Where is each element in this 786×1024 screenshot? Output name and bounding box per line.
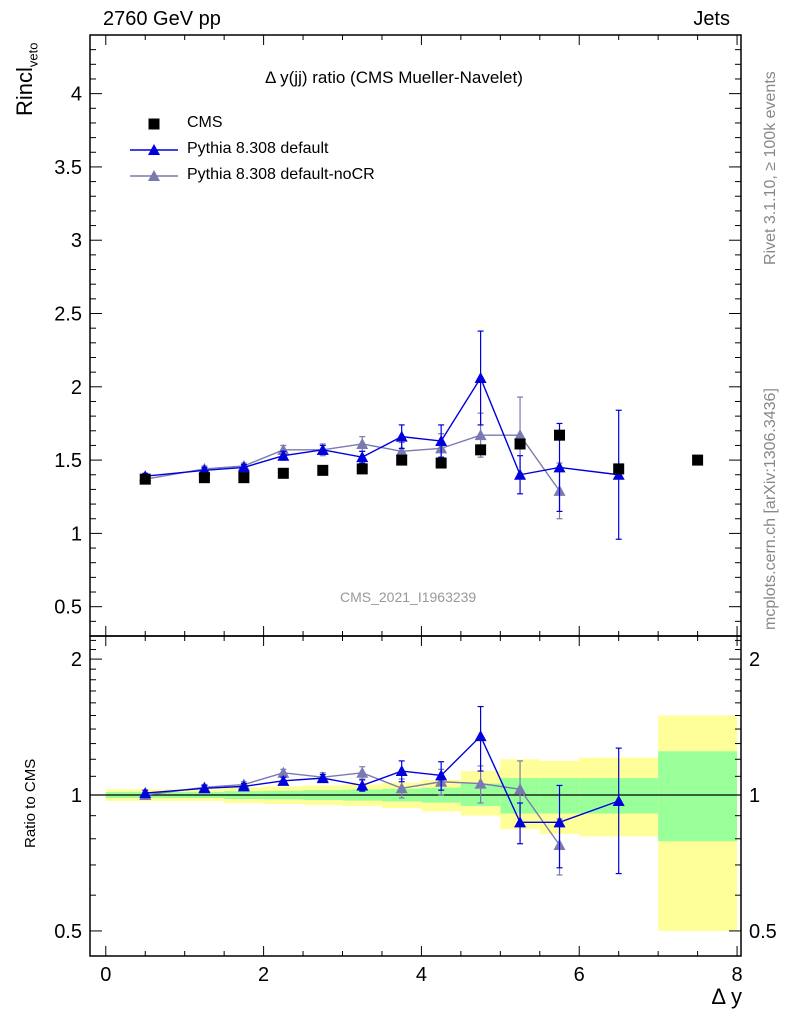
ratio-default-point [474, 730, 487, 742]
y-tick-label: 0.5 [54, 597, 82, 619]
cms-point [475, 444, 487, 456]
y-axis-label-ratio: Ratio to CMS [22, 758, 39, 848]
ratio-nocr-point [356, 766, 369, 778]
cms-point [356, 463, 368, 475]
cms-point [435, 457, 447, 469]
x-axis-label: Δ y [711, 984, 742, 1009]
y-tick-label: 2.5 [54, 304, 82, 326]
nocr-point [356, 437, 369, 449]
default-point [316, 443, 329, 455]
cms-point [613, 463, 625, 475]
ratio-y-tick-label: 2 [71, 649, 82, 671]
ratio-y-tick-label-right: 1 [749, 785, 760, 807]
legend-label-cms: CMS [187, 114, 223, 131]
ratio-nocr-point [474, 777, 487, 789]
y-axis-label-main-text: Rincl [12, 67, 37, 116]
x-tick-label: 6 [574, 964, 585, 986]
x-tick-label: 4 [416, 964, 427, 986]
cms-point [692, 454, 704, 466]
default-point [237, 461, 250, 473]
cms-point [317, 464, 329, 476]
default-point [277, 449, 290, 461]
nocr-point [474, 429, 487, 441]
legend-marker-default [148, 144, 160, 155]
legend-label-nocr: Pythia 8.308 default-noCR [187, 166, 375, 183]
plot-frames [89, 34, 742, 957]
cms-point [514, 438, 526, 450]
y-tick-label: 2 [71, 377, 82, 399]
collision-label: 2760 GeV pp [103, 8, 221, 30]
rivet-version-label: Rivet 3.1.10, ≥ 100k events [762, 71, 779, 265]
band-inner [658, 751, 738, 842]
default-point [395, 430, 408, 442]
analysis-watermark: CMS_2021_I1963239 [340, 589, 477, 605]
y-tick-label: 1.5 [54, 450, 82, 472]
y-tick-label: 1 [71, 523, 82, 545]
y-tick-label: 3.5 [54, 157, 82, 179]
cms-point [238, 472, 250, 484]
x-tick-label: 8 [731, 964, 742, 986]
nocr-point [277, 443, 290, 455]
default-point [435, 435, 448, 447]
legend-marker-cms [148, 118, 160, 130]
y-axis-label-main: Rinclveto [12, 43, 40, 116]
nocr-point [395, 445, 408, 457]
legend-markers [130, 118, 178, 181]
ratio-default-point [435, 769, 448, 781]
default-point [514, 468, 527, 480]
x-tick-label: 0 [100, 964, 111, 986]
x-tick-label: 2 [258, 964, 269, 986]
ratio-default-point [514, 816, 527, 828]
y-axis-label-main-subscript: veto [25, 42, 41, 68]
ratio-nocr-point [277, 766, 290, 778]
default-point [356, 451, 369, 463]
series-layer [139, 330, 704, 876]
ratio-default-point [395, 765, 408, 777]
ratio-nocr-point [514, 783, 527, 795]
cms-point [198, 472, 210, 484]
ratio-default-point [139, 787, 152, 799]
ratio-default-point [356, 779, 369, 791]
ratio-default-point [277, 774, 290, 786]
plot-title: Δ y(jj) ratio (CMS Mueller-Navelet) [265, 68, 523, 87]
mcplots-reference-label: mcplots.cern.ch [arXiv:1306.3436] [762, 388, 779, 630]
cms-point [277, 467, 289, 479]
ratio-default-point [316, 772, 329, 784]
legend-marker-nocr [148, 170, 160, 181]
ratio-panel-frame [89, 635, 742, 957]
ratio-nocr-point [395, 782, 408, 794]
process-label: Jets [693, 8, 730, 30]
ratio-default-line [145, 734, 619, 824]
default-point [553, 461, 566, 473]
axis-ticks: 0 2 4 6 8 0.5 1 1.5 2 2.5 3 3.5 4 0.5 0.5 1 1 2 2 [54, 34, 777, 986]
ratio-uncertainty-bands [105, 715, 738, 931]
y-tick-label: 3 [71, 230, 82, 252]
ratio-default-point [237, 780, 250, 792]
ratio-default-point [198, 782, 211, 794]
cms-point [139, 473, 151, 485]
cms-point [554, 429, 566, 441]
ratio-y-tick-label: 0.5 [54, 921, 82, 943]
ratio-y-tick-label: 1 [71, 785, 82, 807]
default-point [474, 372, 487, 384]
y-tick-label: 4 [71, 84, 82, 106]
ratio-default-point [612, 794, 625, 806]
legend-label-default: Pythia 8.308 default [187, 140, 329, 157]
cms-point [396, 454, 408, 466]
default-line [145, 376, 619, 477]
ratio-default-point [553, 816, 566, 828]
ratio-y-tick-label-right: 0.5 [749, 921, 777, 943]
ratio-y-tick-label-right: 2 [749, 649, 760, 671]
nocr-point [514, 429, 527, 441]
